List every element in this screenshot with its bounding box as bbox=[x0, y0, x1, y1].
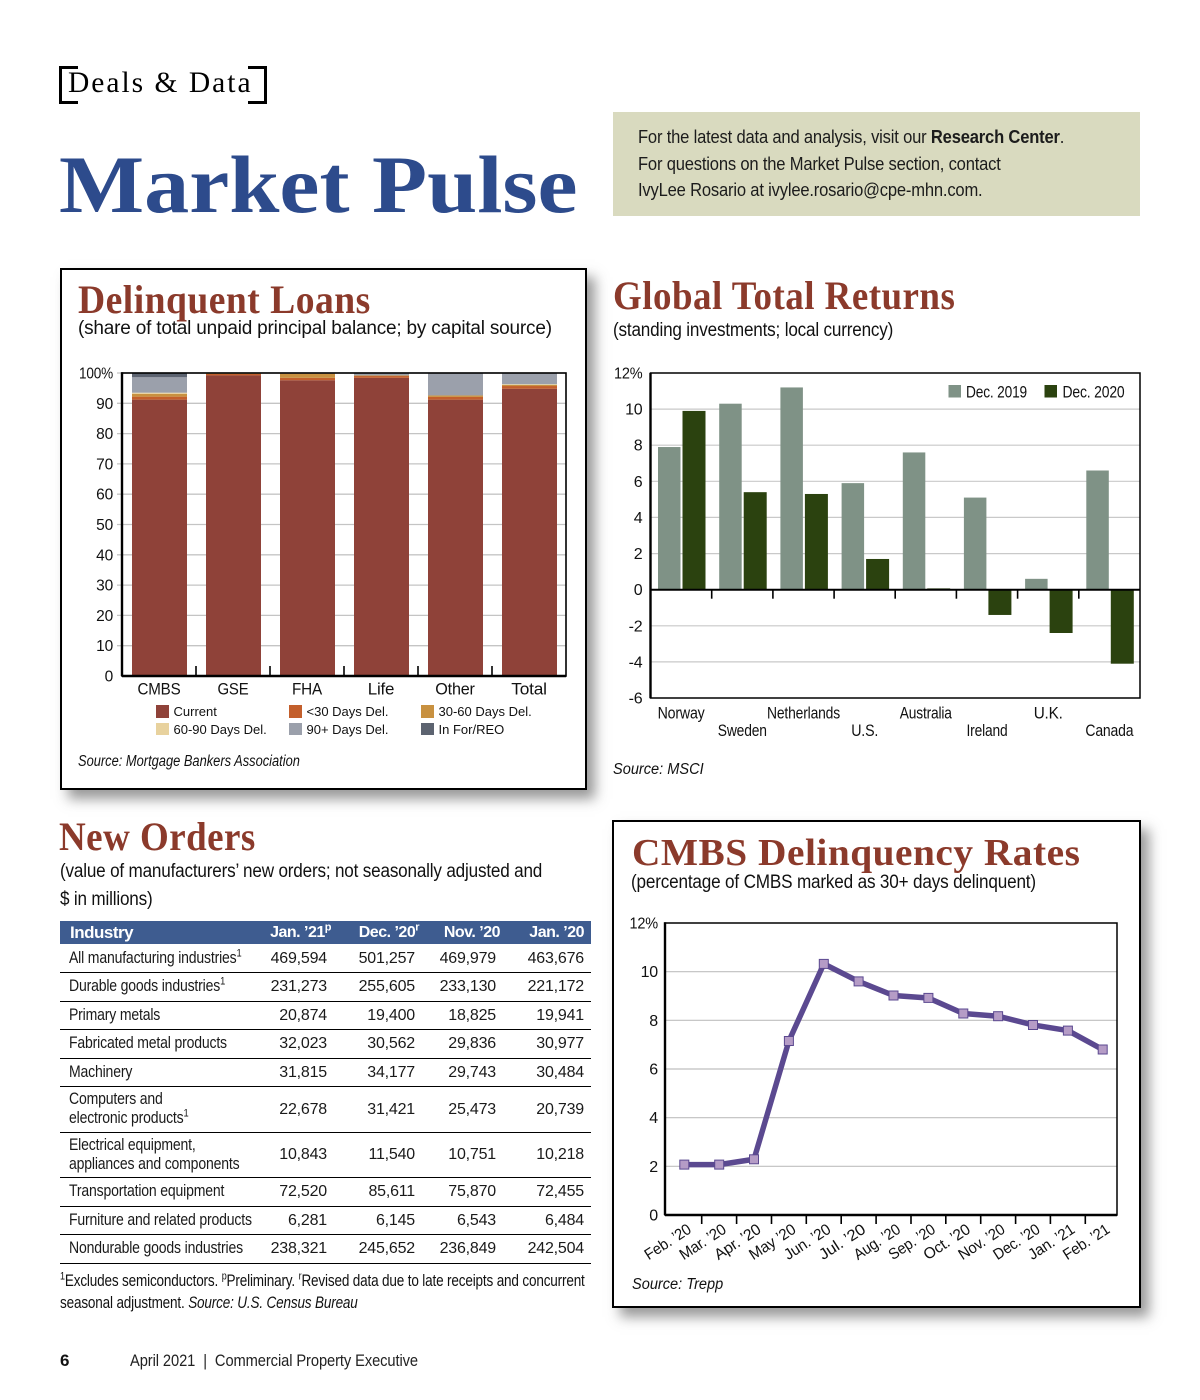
svg-text:2: 2 bbox=[649, 1159, 658, 1176]
svg-text:8: 8 bbox=[649, 1013, 658, 1030]
svg-text:FHA: FHA bbox=[292, 681, 322, 699]
svg-text:0: 0 bbox=[649, 1208, 658, 1225]
svg-text:-2: -2 bbox=[629, 618, 643, 635]
svg-text:U.S.: U.S. bbox=[851, 722, 878, 740]
svg-text:70: 70 bbox=[96, 456, 113, 473]
svg-text:-4: -4 bbox=[629, 654, 643, 671]
svg-text:10: 10 bbox=[641, 964, 659, 981]
svg-text:0: 0 bbox=[634, 582, 643, 599]
svg-text:Life: Life bbox=[368, 681, 395, 699]
svg-text:U.K.: U.K. bbox=[1034, 705, 1063, 723]
svg-text:CMBS: CMBS bbox=[138, 681, 181, 699]
svg-text:Other: Other bbox=[435, 681, 475, 699]
svg-text:30: 30 bbox=[96, 578, 113, 595]
svg-text:Norway: Norway bbox=[658, 705, 706, 723]
svg-text:4: 4 bbox=[634, 510, 643, 527]
svg-text:8: 8 bbox=[634, 438, 643, 455]
svg-text:4: 4 bbox=[649, 1110, 658, 1127]
svg-text:10: 10 bbox=[625, 402, 643, 419]
svg-text:GSE: GSE bbox=[218, 681, 249, 699]
svg-text:20: 20 bbox=[96, 608, 113, 625]
svg-text:Ireland: Ireland bbox=[967, 722, 1008, 740]
svg-text:6: 6 bbox=[634, 474, 643, 491]
svg-text:12%: 12% bbox=[630, 916, 659, 933]
svg-text:6: 6 bbox=[649, 1062, 658, 1079]
svg-text:0: 0 bbox=[105, 669, 114, 686]
svg-text:60: 60 bbox=[96, 487, 113, 504]
svg-text:Total: Total bbox=[511, 681, 547, 699]
svg-text:Australia: Australia bbox=[900, 705, 953, 723]
svg-text:12%: 12% bbox=[614, 366, 643, 383]
svg-text:10: 10 bbox=[96, 638, 113, 655]
svg-text:Sweden: Sweden bbox=[718, 722, 767, 740]
svg-text:50: 50 bbox=[96, 517, 113, 534]
svg-text:-6: -6 bbox=[629, 691, 643, 708]
svg-text:Dec. 2020: Dec. 2020 bbox=[1063, 384, 1125, 402]
svg-text:80: 80 bbox=[96, 426, 113, 443]
svg-text:100%: 100% bbox=[79, 366, 113, 383]
svg-text:Canada: Canada bbox=[1085, 722, 1134, 740]
svg-text:90: 90 bbox=[96, 396, 113, 413]
svg-text:40: 40 bbox=[96, 547, 113, 564]
svg-text:2: 2 bbox=[634, 546, 643, 563]
svg-text:Netherlands: Netherlands bbox=[767, 705, 840, 723]
svg-text:Dec. 2019: Dec. 2019 bbox=[966, 384, 1027, 402]
